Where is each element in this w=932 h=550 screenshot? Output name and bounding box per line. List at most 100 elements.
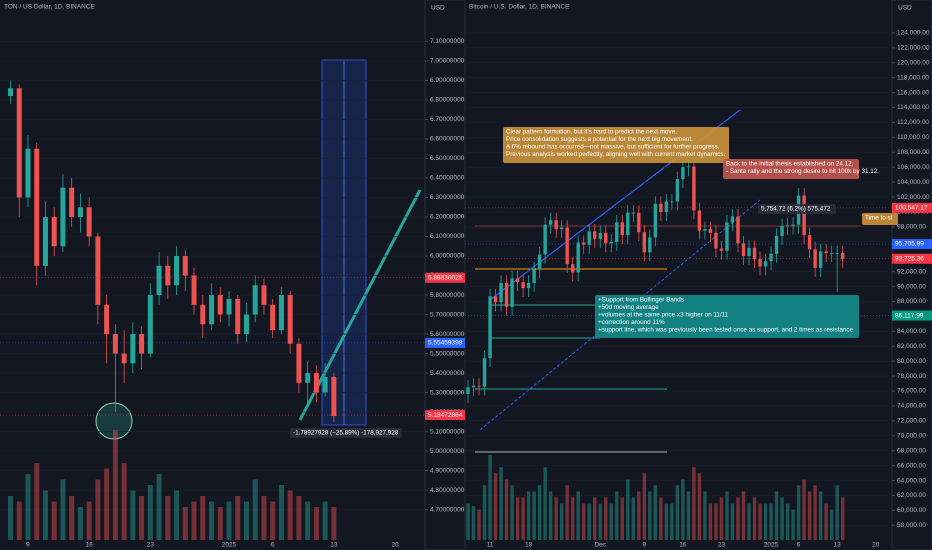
volume-bar <box>708 503 713 540</box>
volume-bar <box>526 491 531 540</box>
y-tick-label: 108,000.00 <box>897 149 930 156</box>
volume-bar <box>559 503 564 540</box>
x-tick-label: 6 <box>271 542 275 549</box>
annotation-text: Time to st <box>865 215 893 222</box>
candle-body <box>813 249 817 268</box>
volume-bar <box>493 473 498 540</box>
volume-bar <box>752 497 757 540</box>
candle-body <box>226 298 232 315</box>
volume-bar <box>570 497 575 540</box>
candle-body <box>16 88 22 198</box>
price-tag-label: 5.55459398 <box>428 340 463 347</box>
volume-bar <box>642 473 647 540</box>
volume-bar <box>305 501 311 540</box>
candle-body <box>548 220 553 225</box>
volume-bar <box>130 490 136 540</box>
price-tag-label: 95,705.89 <box>895 241 924 248</box>
price-tag-label: 5.88830026 <box>428 275 463 282</box>
y-tick-label: 4.80000000 <box>430 487 465 494</box>
volume-bar <box>499 467 503 540</box>
y-tick-label: 120,000.00 <box>897 59 930 66</box>
volume-bar <box>637 491 641 540</box>
price-tag-label: 93,725.36 <box>895 255 924 262</box>
volume-bar <box>835 485 839 540</box>
volume-bar <box>670 503 674 540</box>
y-tick-label: 7.10000000 <box>430 38 465 45</box>
candle-body <box>25 148 31 198</box>
volume-bar <box>16 501 22 540</box>
volume-bar <box>565 485 569 540</box>
volume-bar <box>510 485 514 540</box>
candle-body <box>626 212 630 236</box>
candle-body <box>697 210 702 231</box>
y-tick-label: 92,000.00 <box>897 268 926 275</box>
candle-body <box>681 167 685 180</box>
y-tick-label: 6.20000000 <box>430 214 465 221</box>
chart-title: TON / US Dollar, 1D, BINANCE <box>4 4 96 11</box>
volume-bar <box>598 503 602 540</box>
candle-body <box>741 243 746 256</box>
y-tick-label: 5.10000000 <box>430 428 465 435</box>
volume-bar <box>261 496 267 540</box>
y-tick-label: 5.30000000 <box>430 389 465 396</box>
volume-bar <box>807 491 812 540</box>
y-tick-label: 114,000.00 <box>897 104 929 111</box>
annotation-text: Previous analysis worked perfectly, alig… <box>506 151 726 158</box>
candle-body <box>77 207 83 217</box>
candle-body <box>604 232 608 244</box>
y-tick-label: 116,000.00 <box>897 89 929 96</box>
candle-body <box>736 216 740 244</box>
volume-bar <box>243 501 249 540</box>
volume-bar <box>576 491 580 540</box>
volume-bar <box>648 491 652 540</box>
candle-body <box>322 376 328 393</box>
volume-bar <box>818 491 823 540</box>
annotation-box <box>758 204 836 214</box>
annotation-box <box>290 428 402 438</box>
volume-bar <box>252 479 258 540</box>
volume-bar <box>287 490 293 540</box>
x-tick-label: 13 <box>330 542 338 549</box>
volume-bar <box>769 503 773 540</box>
volume-bar <box>763 503 768 540</box>
volume-bar <box>774 491 779 540</box>
candle-body <box>785 225 790 227</box>
volume-bar <box>104 468 110 540</box>
volume-bar <box>69 496 75 540</box>
candle-body <box>840 253 845 259</box>
annotation: Clear pattern formation, but it's hard t… <box>503 127 729 163</box>
volume-bar <box>785 503 790 540</box>
candle-body <box>543 224 547 255</box>
candle-body <box>570 264 575 273</box>
price-tag <box>892 310 932 321</box>
volume-bar <box>165 496 171 540</box>
volume-bar <box>235 496 241 540</box>
candle-body <box>609 241 613 244</box>
annotation: 5,754.72 (6.2%) 575,472 <box>758 204 836 214</box>
candle-body <box>51 216 57 247</box>
volume-bar <box>521 497 525 540</box>
y-tick-label: 84,000.00 <box>897 328 926 335</box>
candle-body <box>648 237 652 253</box>
candle-body <box>471 385 476 388</box>
y-tick-label: 6.30000000 <box>430 194 465 201</box>
candle-body <box>835 253 839 254</box>
y-tick-label: 124,000.00 <box>897 30 930 37</box>
y-tick-label: 5.50000000 <box>430 350 465 357</box>
volume-bar <box>8 496 13 540</box>
volume-bar <box>686 491 691 540</box>
candle-body <box>637 212 641 233</box>
volume-bar <box>692 467 696 540</box>
volume-bar <box>278 485 284 540</box>
volume-bar <box>51 501 57 540</box>
candle-body <box>582 242 586 245</box>
candle-body <box>482 358 487 387</box>
y-tick-label: 112,000.00 <box>897 119 929 126</box>
candle-body <box>270 304 276 331</box>
volume-bar <box>653 485 658 540</box>
volume-bar <box>582 503 586 540</box>
volume-bar <box>477 509 481 540</box>
candle-body <box>703 229 707 231</box>
candle-body <box>598 232 602 239</box>
